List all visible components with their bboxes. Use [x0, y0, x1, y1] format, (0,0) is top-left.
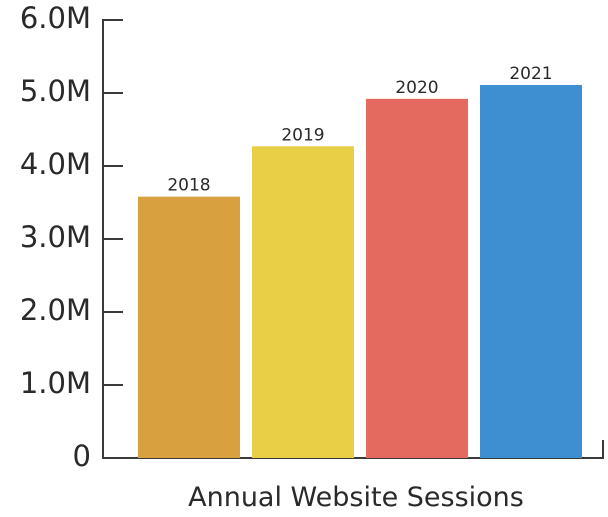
bar — [138, 196, 240, 458]
category-label: 2018 — [167, 176, 210, 196]
category-label: 2019 — [281, 125, 324, 145]
bar — [480, 84, 582, 458]
category-label: 2021 — [509, 64, 552, 84]
y-tick-label: 2.0M — [20, 293, 91, 327]
y-tick-label: 3.0M — [20, 220, 91, 254]
y-tick-label: 6.0M — [20, 1, 91, 35]
bar — [366, 98, 468, 458]
bar — [252, 146, 354, 459]
y-tick-label: 4.0M — [20, 147, 91, 181]
y-tick-label: 0 — [73, 439, 91, 473]
x-axis-title: Annual Website Sessions — [188, 482, 524, 513]
y-tick-label: 5.0M — [20, 74, 91, 108]
y-tick-label: 1.0M — [20, 366, 91, 400]
category-label: 2020 — [395, 78, 438, 98]
